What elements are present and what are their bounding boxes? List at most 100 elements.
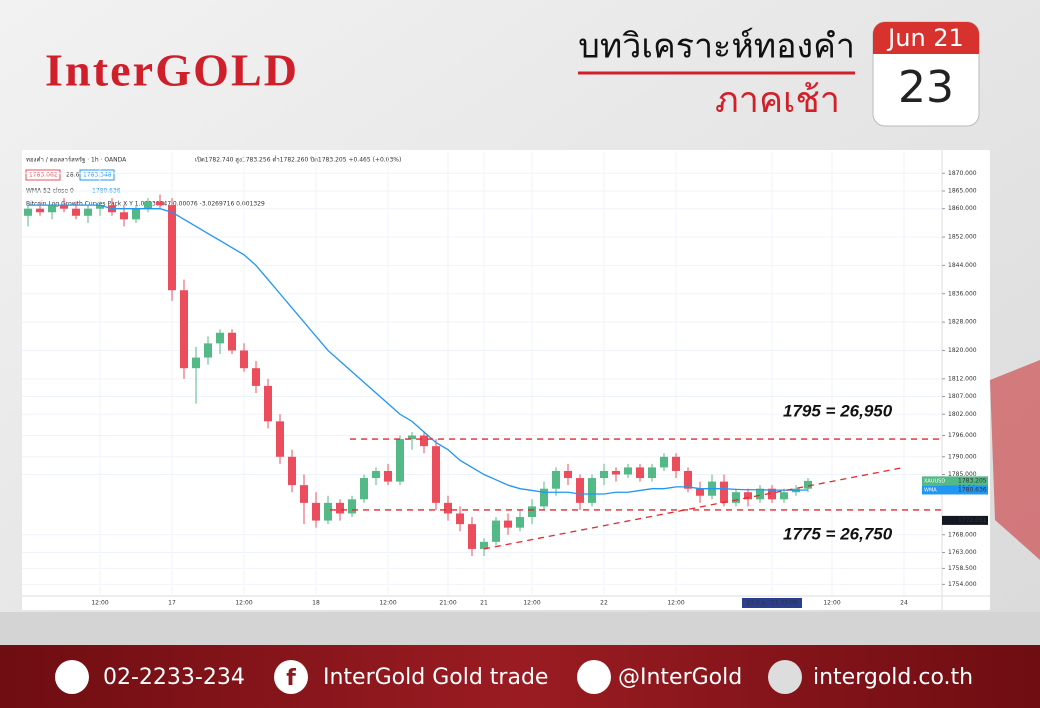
level-label: 1795 = 26,950: [783, 401, 893, 420]
x-tick-label: 12:00: [523, 600, 540, 607]
candle-body: [636, 467, 644, 479]
candle-body: [768, 488, 776, 500]
website: intergold.co.th: [813, 665, 973, 690]
candle-body: [336, 502, 344, 514]
candle-body: [528, 506, 536, 518]
x-tick-label: 23 มิ.ย. '21 03:00: [746, 600, 797, 607]
y-tick-label: 1836.000: [948, 290, 977, 297]
quote-ask: 1783.348: [83, 172, 112, 179]
candle-body: [180, 290, 188, 369]
candle-body: [396, 439, 404, 482]
chart-panel: [22, 150, 990, 610]
candle-body: [168, 205, 176, 291]
y-tick-label: 1807.000: [948, 393, 977, 400]
candle-body: [228, 332, 236, 351]
quote-box: [25, 169, 61, 181]
candle-body: [192, 357, 200, 369]
price-tag-name-bg: [922, 485, 942, 495]
quote-spread: 28.6: [66, 172, 80, 179]
candle-body: [84, 208, 92, 216]
candle-body: [156, 201, 164, 206]
price-tag-name: XAUUSD: [924, 478, 945, 484]
candle-body: [300, 485, 308, 503]
candle-body: [204, 343, 212, 358]
candle-body: [660, 456, 668, 468]
y-tick-label: 1763.000: [948, 549, 977, 556]
phone-icon: [55, 660, 89, 694]
candle-body: [600, 470, 608, 479]
candle-body: [780, 492, 788, 500]
y-tick-label: 1754.000: [948, 581, 977, 588]
candle-body: [408, 435, 416, 440]
calendar: Jun 21 23: [872, 21, 980, 127]
candle-body: [132, 208, 140, 220]
facebook-icon: [274, 660, 308, 694]
decor: [990, 360, 1040, 560]
candle-body: [480, 541, 488, 549]
candle-body: [504, 520, 512, 528]
line-icon: [577, 660, 611, 694]
price-tag-name: WMA: [924, 487, 937, 493]
candle-body: [264, 385, 272, 422]
facebook-glyph: f: [286, 666, 296, 691]
calendar-top: [873, 22, 979, 54]
x-tick-label: 21: [480, 600, 488, 607]
candle-body: [588, 478, 596, 503]
candle-body: [144, 201, 152, 209]
crosshair-label-bg: [742, 598, 802, 608]
level-label: 1775 = 26,750: [783, 524, 893, 543]
candle-body: [444, 502, 452, 514]
candle-body: [756, 488, 764, 500]
line: @InterGold: [618, 665, 742, 690]
y-tick-label: 1865.000: [948, 187, 977, 194]
candle-body: [516, 517, 524, 528]
footer: [0, 645, 1040, 708]
band: [0, 612, 1040, 645]
price-tag-value: 1783.205: [958, 477, 987, 484]
web-icon: [768, 660, 802, 694]
candle-body: [432, 446, 440, 503]
candle-body: [804, 480, 812, 489]
x-tick-label: 18: [312, 600, 320, 607]
y-tick-label: 1796.000: [948, 432, 977, 439]
candle-body: [648, 467, 656, 479]
candle-body: [612, 470, 620, 475]
trendline: [483, 466, 905, 550]
candle-body: [720, 481, 728, 503]
candle-body: [696, 488, 704, 496]
x-tick-label: 24: [900, 600, 908, 607]
y-tick-label: 1870.000: [948, 170, 977, 177]
y-tick-label: 1844.000: [948, 262, 977, 269]
price-tag-value: 1772.051: [958, 517, 987, 524]
x-tick-label: 12:00: [379, 600, 396, 607]
candle-body: [552, 470, 560, 489]
y-tick-label: 1802.000: [948, 411, 977, 418]
candle-body: [120, 212, 128, 220]
y-tick-label: 1828.000: [948, 319, 977, 326]
candle-body: [372, 470, 380, 479]
x-tick-label: 12:00: [235, 600, 252, 607]
candle-body: [312, 502, 320, 521]
x-tick-label: 12:00: [667, 600, 684, 607]
quote-bid: 1783.062: [29, 172, 58, 179]
x-tick-label: 21:00: [439, 600, 456, 607]
candle-body: [468, 524, 476, 549]
x-tick-label: 12:00: [91, 600, 108, 607]
y-tick-label: 1785.000: [948, 471, 977, 478]
candle-body: [48, 205, 56, 213]
x-tick-label: 22: [600, 600, 608, 607]
candle-body: [360, 478, 368, 500]
candle-body: [276, 421, 284, 457]
candle-body: [96, 205, 104, 209]
candle-body: [72, 208, 80, 216]
y-tick-label: 1820.000: [948, 347, 977, 354]
price-tag: [942, 515, 988, 525]
title: บทวิเคราะห์ทองคำ: [578, 27, 855, 67]
candle-body: [216, 332, 224, 344]
candle-body: [732, 492, 740, 503]
calendar-month: Jun 21: [886, 24, 964, 52]
candle-body: [456, 513, 464, 525]
x-tick-label: 12:00: [823, 600, 840, 607]
symbol: ทองคำ / ดอลลาร์สหรัฐ · 1h · OANDA: [26, 156, 127, 164]
